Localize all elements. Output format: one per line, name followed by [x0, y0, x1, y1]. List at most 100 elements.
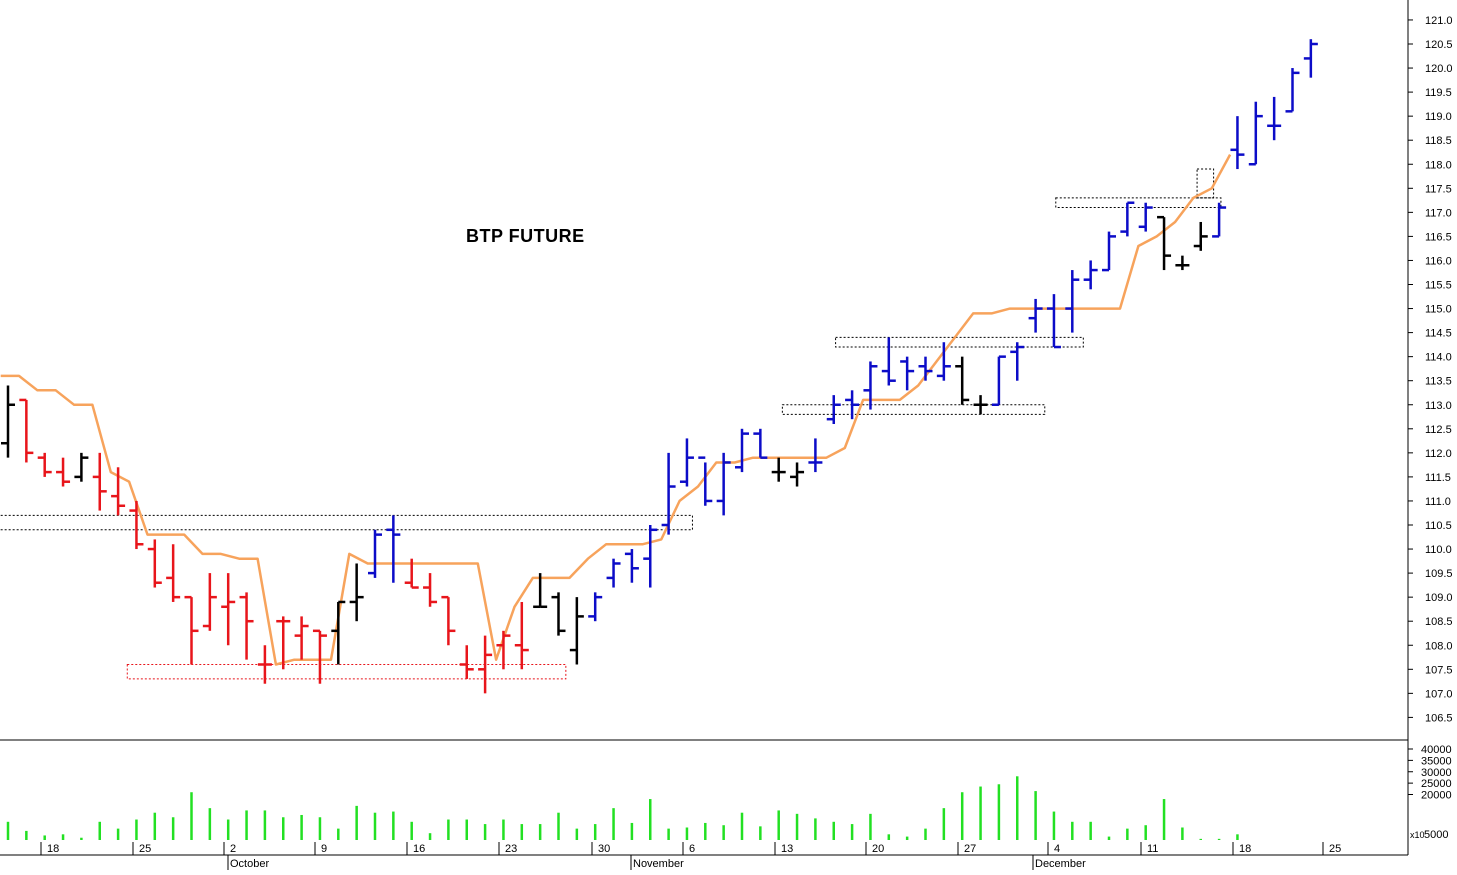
ohlc-bar-5	[92, 452, 107, 511]
date-tick-label-0: 18	[47, 843, 59, 855]
volume-bars-layer	[6, 776, 1239, 840]
price-tick-label-0: 106.5	[1425, 712, 1453, 724]
ohlc-bar-58	[1065, 270, 1080, 333]
price-tick-label-29: 121.0	[1425, 15, 1453, 27]
date-tick-label-7: 6	[689, 843, 695, 855]
ohlc-bar-46	[845, 390, 860, 420]
ohlc-bar-67	[1230, 116, 1245, 170]
ohlc-bar-57	[1046, 294, 1061, 349]
ohlc-bar-42	[771, 457, 786, 482]
ohlc-bar-66	[1212, 202, 1227, 238]
ohlc-bar-38	[698, 456, 713, 506]
price-tick-label-9: 111.0	[1425, 496, 1451, 508]
price-tick-label-15: 114.0	[1425, 352, 1452, 364]
ohlc-bar-61	[1120, 201, 1135, 237]
month-label-2: December	[1035, 858, 1086, 870]
ohlc-bar-63	[1157, 215, 1172, 271]
ohlc-bar-28	[514, 601, 529, 670]
ohlc-bar-15	[276, 616, 291, 670]
price-tick-label-6: 109.5	[1425, 568, 1453, 580]
price-tick-label-13: 113.0	[1425, 400, 1452, 412]
ohlc-bar-60	[1102, 231, 1116, 272]
date-tick-label-8: 13	[781, 843, 793, 855]
volume-tick-label-4: 20000	[1421, 790, 1452, 802]
volume-tick-label-lowest: 5000	[1424, 829, 1448, 841]
price-tick-label-16: 114.5	[1425, 328, 1452, 340]
price-tick-label-4: 108.5	[1425, 616, 1453, 628]
ohlc-bar-14	[257, 645, 272, 684]
volume-tick-label-3: 25000	[1421, 778, 1452, 790]
date-tick-label-13: 18	[1239, 843, 1251, 855]
date-tick-label-1: 25	[139, 843, 151, 855]
price-tick-label-7: 110.0	[1425, 544, 1452, 556]
ohlc-bar-54	[991, 355, 1006, 406]
ohlc-bar-64	[1175, 255, 1190, 271]
price-tick-label-22: 117.5	[1425, 183, 1452, 195]
ohlc-bar-3	[56, 457, 71, 487]
ohlc-bar-22	[404, 558, 419, 589]
ohlc-bar-21	[386, 515, 401, 583]
ohlc-bar-0	[1, 385, 15, 458]
ohlc-bar-69	[1267, 96, 1282, 141]
ohlc-bar-45	[826, 395, 841, 424]
price-tick-label-17: 115.0	[1425, 304, 1452, 316]
ohlc-bar-13	[239, 592, 254, 660]
price-tick-label-19: 116.0	[1425, 255, 1452, 267]
ohlc-bar-41	[753, 428, 768, 459]
zones-layer	[0, 168, 1222, 680]
zone-rect-4	[1055, 197, 1222, 209]
ohlc-bar-59	[1083, 260, 1098, 290]
chart-title: BTP FUTURE	[466, 226, 585, 246]
price-tick-label-14: 113.5	[1425, 376, 1452, 388]
ohlc-bar-39	[716, 452, 731, 516]
price-tick-label-25: 119.0	[1425, 111, 1452, 123]
date-tick-label-10: 27	[964, 843, 976, 855]
volume-tick-label-0: 40000	[1421, 744, 1452, 756]
axes-layer	[0, 0, 1409, 856]
ohlc-bar-65	[1193, 221, 1208, 251]
price-tick-label-21: 117.0	[1425, 207, 1452, 219]
ohlc-bar-43	[790, 462, 805, 487]
ohlc-bar-8	[147, 539, 162, 588]
volume-unit-label: x10	[1410, 830, 1425, 840]
ohlc-bar-27	[496, 630, 511, 670]
price-tick-label-8: 110.5	[1425, 520, 1452, 532]
date-tick-label-4: 16	[413, 843, 425, 855]
ohlc-bar-47	[863, 361, 878, 410]
price-tick-label-24: 118.5	[1425, 135, 1452, 147]
volume-tick-label-1: 35000	[1421, 755, 1452, 767]
ohlc-bar-18	[331, 600, 346, 665]
ohlc-bars-layer	[1, 39, 1318, 694]
date-tick-label-2: 2	[230, 843, 236, 855]
zone-rect-1	[126, 663, 567, 680]
ohlc-bar-9	[166, 544, 181, 602]
ohlc-bar-37	[679, 438, 694, 487]
ohlc-bar-48	[881, 337, 896, 386]
ohlc-bar-29	[533, 573, 548, 609]
volume-tick-label-2: 30000	[1421, 767, 1452, 779]
date-tick-label-3: 9	[321, 843, 327, 855]
ohlc-bar-55	[1010, 342, 1025, 381]
ohlc-bar-12	[221, 573, 236, 646]
date-tick-label-6: 30	[598, 843, 610, 855]
ohlc-bar-30	[551, 592, 566, 636]
ohlc-bar-53	[973, 395, 988, 415]
price-tick-label-23: 118.0	[1425, 159, 1452, 171]
ohlc-bar-11	[202, 573, 217, 631]
ohlc-bar-34	[624, 549, 639, 583]
date-tick-labels: 18 25 2 9 16 23 30 6 13 20 27 4 11 18 25	[40, 842, 1341, 855]
ohlc-bar-6	[111, 467, 126, 516]
price-tick-label-3: 108.0	[1425, 640, 1453, 652]
ohlc-bar-35	[643, 525, 658, 588]
price-tick-label-11: 112.0	[1425, 448, 1452, 460]
date-tick-label-5: 23	[505, 843, 517, 855]
ohlc-bar-31	[569, 597, 584, 665]
price-tick-label-10: 111.5	[1425, 472, 1451, 484]
date-tick-label-12: 11	[1147, 843, 1158, 855]
price-tick-label-5: 109.0	[1425, 592, 1453, 604]
month-label-1: November	[633, 858, 684, 870]
ohlc-bar-56	[1028, 298, 1043, 333]
ohlc-bar-24	[441, 595, 456, 646]
